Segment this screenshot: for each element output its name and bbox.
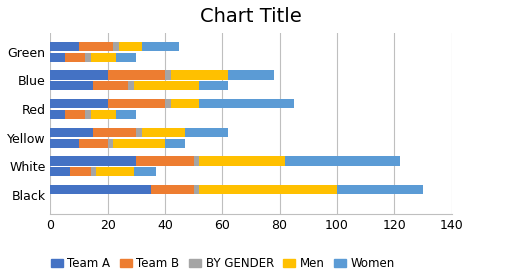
Bar xyxy=(50,128,93,137)
Bar xyxy=(128,81,133,90)
Bar xyxy=(50,53,65,62)
Bar xyxy=(50,42,79,51)
Bar xyxy=(165,70,171,79)
Bar xyxy=(50,110,65,119)
Bar xyxy=(108,99,165,108)
Bar xyxy=(85,110,90,119)
Bar xyxy=(85,53,90,62)
Bar xyxy=(50,167,70,176)
Title: Chart Title: Chart Title xyxy=(200,7,302,26)
Bar xyxy=(90,53,117,62)
Bar xyxy=(50,70,108,79)
Bar xyxy=(200,81,228,90)
Bar xyxy=(50,185,151,194)
Bar xyxy=(50,81,93,90)
Bar xyxy=(171,70,228,79)
Bar xyxy=(65,53,85,62)
Bar xyxy=(228,70,274,79)
Bar xyxy=(165,139,185,148)
Bar xyxy=(65,110,85,119)
Bar xyxy=(200,185,337,194)
Bar xyxy=(194,156,200,165)
Bar xyxy=(133,81,200,90)
Bar xyxy=(165,99,171,108)
Bar xyxy=(117,53,136,62)
Bar xyxy=(142,42,180,51)
Bar xyxy=(50,99,108,108)
Bar xyxy=(70,167,90,176)
Bar xyxy=(93,128,136,137)
Bar xyxy=(50,139,79,148)
Bar xyxy=(133,167,156,176)
Bar xyxy=(119,42,142,51)
Bar xyxy=(90,167,96,176)
Bar xyxy=(194,185,200,194)
Bar xyxy=(136,156,194,165)
Bar xyxy=(337,185,423,194)
Bar xyxy=(96,167,133,176)
Bar xyxy=(79,139,108,148)
Bar xyxy=(151,185,194,194)
Bar xyxy=(142,128,185,137)
Bar xyxy=(200,99,294,108)
Bar xyxy=(286,156,400,165)
Bar xyxy=(90,110,117,119)
Bar xyxy=(171,99,200,108)
Bar xyxy=(50,156,136,165)
Bar xyxy=(108,139,113,148)
Bar xyxy=(93,81,128,90)
Bar xyxy=(200,156,286,165)
Bar xyxy=(113,42,119,51)
Legend: Team A, Team B, BY GENDER, Men, Women: Team A, Team B, BY GENDER, Men, Women xyxy=(46,252,400,274)
Bar xyxy=(113,139,165,148)
Bar xyxy=(108,70,165,79)
Bar xyxy=(185,128,228,137)
Bar xyxy=(136,128,142,137)
Bar xyxy=(79,42,113,51)
Bar xyxy=(117,110,136,119)
